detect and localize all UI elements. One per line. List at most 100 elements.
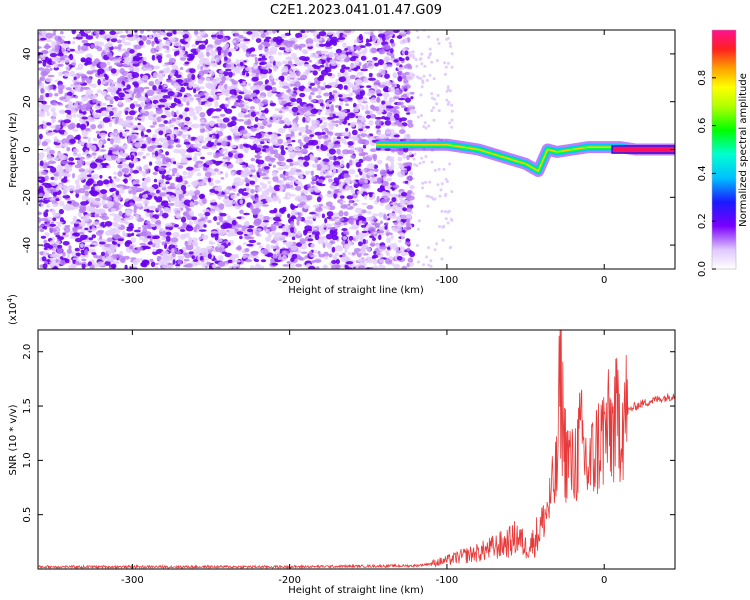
noise-blob bbox=[181, 154, 187, 158]
noise-blob bbox=[72, 215, 78, 222]
noise-blob bbox=[369, 196, 374, 201]
noise-blob bbox=[112, 46, 121, 50]
noise-blob bbox=[97, 68, 105, 74]
noise-blob bbox=[318, 31, 327, 37]
noise-blob bbox=[142, 61, 147, 65]
noise-blob bbox=[119, 189, 125, 194]
noise-blob bbox=[273, 184, 281, 191]
noise-blob bbox=[269, 102, 276, 107]
noise-blob bbox=[310, 234, 316, 239]
noise-blob bbox=[328, 51, 335, 55]
noise-blob bbox=[193, 143, 199, 148]
noise-blob bbox=[196, 35, 203, 40]
noise-blob bbox=[232, 263, 240, 267]
noise-blob bbox=[286, 158, 293, 163]
noise-blob bbox=[129, 202, 134, 206]
noise-blob bbox=[328, 148, 336, 155]
noise-blob bbox=[55, 124, 60, 131]
noise-blob bbox=[74, 85, 82, 89]
noise-blob bbox=[106, 96, 114, 100]
noise-blob bbox=[300, 30, 306, 34]
noise-blob bbox=[361, 104, 365, 111]
noise-blob bbox=[261, 69, 269, 75]
noise-blob bbox=[296, 97, 303, 104]
noise-blob bbox=[257, 167, 263, 174]
noise-blob bbox=[368, 120, 374, 126]
noise-blob bbox=[183, 258, 190, 262]
noise-blob bbox=[165, 181, 170, 185]
noise-blob bbox=[257, 30, 264, 33]
noise-blob bbox=[397, 156, 403, 162]
noise-blob bbox=[210, 146, 218, 150]
noise-blob bbox=[337, 167, 343, 174]
noise-blob bbox=[149, 125, 156, 128]
noise-blob bbox=[355, 79, 363, 86]
noise-blob bbox=[83, 195, 89, 201]
noise-blob bbox=[246, 170, 252, 176]
noise-blob bbox=[145, 220, 151, 225]
noise-blob bbox=[38, 103, 42, 106]
noise-blob bbox=[277, 179, 285, 184]
noise-blob bbox=[295, 70, 301, 77]
noise-blob bbox=[407, 108, 411, 113]
noise-blob bbox=[174, 224, 179, 228]
noise-blob bbox=[384, 258, 391, 264]
noise-blob bbox=[377, 131, 382, 136]
noise-blob bbox=[358, 241, 363, 247]
noise-blob bbox=[197, 150, 202, 157]
noise-blob bbox=[136, 91, 142, 98]
noise-blob bbox=[74, 247, 80, 252]
noise-blob bbox=[370, 97, 378, 104]
noise-blob bbox=[388, 86, 395, 93]
noise-blob bbox=[110, 37, 118, 43]
noise-blob bbox=[40, 235, 47, 239]
noise-blob bbox=[233, 259, 241, 263]
noise-blob bbox=[102, 246, 107, 251]
noise-blob bbox=[347, 219, 354, 224]
noise-blob bbox=[52, 32, 56, 37]
noise-blob bbox=[310, 243, 315, 249]
noise-blob bbox=[101, 199, 106, 206]
noise-blob bbox=[85, 161, 91, 166]
noise-blob bbox=[239, 61, 244, 66]
noise-blob bbox=[55, 198, 60, 202]
noise-blob bbox=[395, 252, 400, 255]
noise-blob bbox=[305, 124, 309, 130]
noise-blob bbox=[338, 188, 347, 192]
noise-blob bbox=[45, 65, 51, 68]
noise-blob bbox=[207, 108, 216, 113]
noise-blob bbox=[186, 175, 192, 179]
noise-blob bbox=[152, 33, 161, 39]
noise-blob bbox=[194, 105, 203, 112]
noise-blob bbox=[368, 77, 376, 81]
noise-blob bbox=[90, 44, 95, 49]
noise-blob bbox=[299, 92, 306, 98]
noise-blob bbox=[109, 187, 117, 192]
noise-blob bbox=[222, 117, 230, 123]
noise-blob bbox=[321, 107, 325, 111]
noise-blob bbox=[355, 94, 364, 100]
noise-blob bbox=[317, 250, 321, 255]
noise-blob bbox=[255, 132, 262, 139]
noise-blob bbox=[78, 207, 85, 214]
noise-blob bbox=[227, 259, 233, 263]
noise-blob bbox=[106, 86, 115, 93]
noise-blob bbox=[322, 82, 327, 86]
noise-blob bbox=[368, 39, 372, 42]
noise-blob bbox=[217, 261, 226, 267]
noise-blob bbox=[403, 169, 408, 173]
noise-blob bbox=[386, 100, 392, 106]
noise-blob bbox=[285, 47, 292, 53]
noise-blob bbox=[269, 225, 277, 232]
noise-blob bbox=[275, 250, 279, 254]
noise-blob bbox=[43, 104, 50, 111]
noise-blob bbox=[201, 97, 207, 103]
noise-blob bbox=[133, 184, 141, 187]
noise-blob bbox=[294, 117, 298, 121]
noise-blob bbox=[377, 59, 384, 66]
noise-blob bbox=[331, 264, 339, 269]
noise-blob bbox=[230, 171, 235, 176]
noise-blob bbox=[323, 255, 329, 260]
noise-blob bbox=[74, 95, 79, 99]
